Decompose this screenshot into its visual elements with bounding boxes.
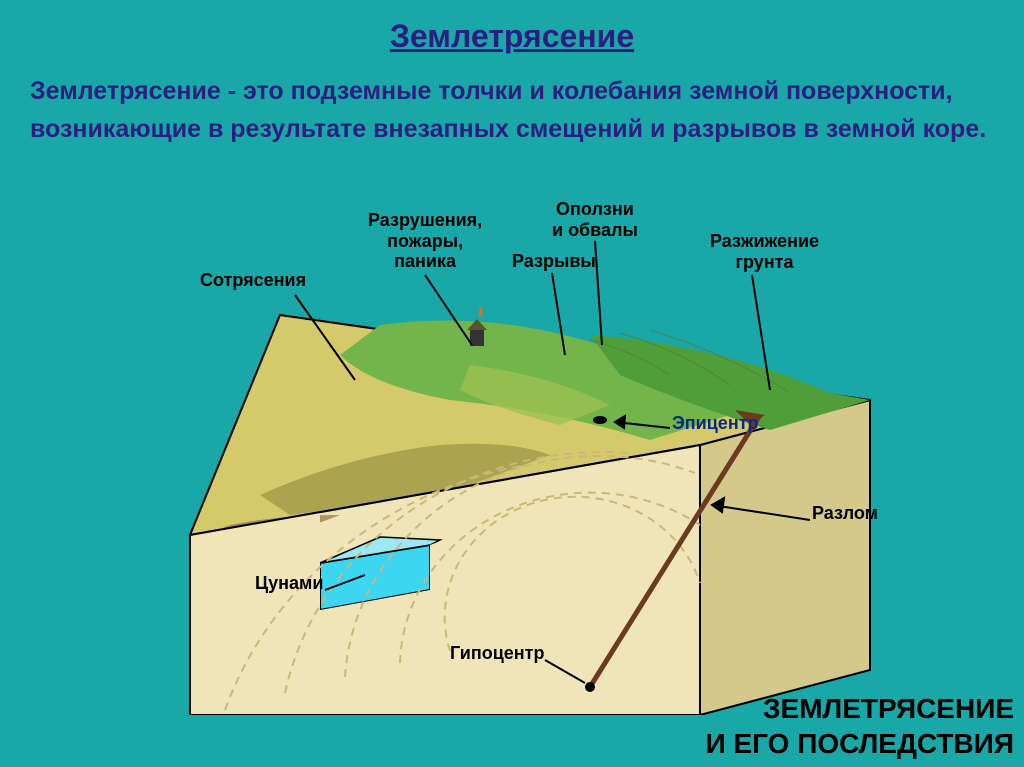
label-gipocentr: Гипоцентр xyxy=(450,643,544,664)
definition-text: Землетрясение - это подземные толчки и к… xyxy=(0,55,1024,160)
label-opolzni: Оползни и обвалы xyxy=(552,199,638,240)
label-epicenter: Эпицентр xyxy=(672,413,759,434)
page-title: Землетрясение xyxy=(0,0,1024,55)
label-razrusheniya: Разрушения, пожары, паника xyxy=(368,210,482,272)
label-razlom: Разлом xyxy=(812,503,878,524)
slide: Землетрясение Землетрясение - это подзем… xyxy=(0,0,1024,767)
block-right-face xyxy=(700,400,870,715)
label-sotryaseniya: Сотрясения xyxy=(200,270,306,291)
label-cunami: Цунами xyxy=(255,573,323,594)
hypocenter-marker xyxy=(585,682,595,692)
label-razzhizhenie: Разжижение грунта xyxy=(710,231,819,272)
epicenter-marker xyxy=(593,416,607,424)
earthquake-diagram: Сотрясения Разрушения, пожары, паника Оп… xyxy=(170,215,890,715)
caption-line2: И ЕГО ПОСЛЕДСТВИЯ xyxy=(706,726,1014,761)
bottom-caption: ЗЕМЛЕТРЯСЕНИЕ И ЕГО ПОСЛЕДСТВИЯ xyxy=(706,691,1014,761)
label-razryvy: Разрывы xyxy=(512,251,596,272)
caption-line1: ЗЕМЛЕТРЯСЕНИЕ xyxy=(706,691,1014,726)
